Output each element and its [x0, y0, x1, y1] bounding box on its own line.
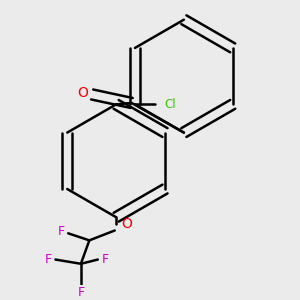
Text: F: F — [101, 253, 108, 266]
Text: O: O — [122, 217, 132, 231]
Text: O: O — [78, 86, 88, 100]
Text: F: F — [77, 286, 84, 298]
Text: F: F — [58, 225, 65, 238]
Text: F: F — [45, 253, 52, 266]
Text: Cl: Cl — [165, 98, 176, 111]
